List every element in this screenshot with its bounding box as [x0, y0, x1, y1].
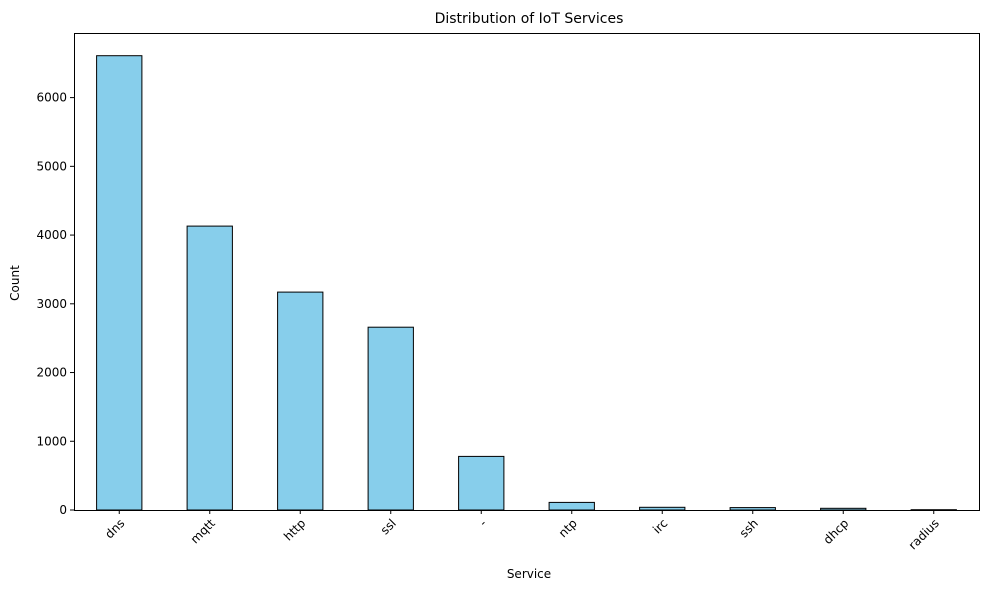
y-tick-label: 1000 [36, 434, 67, 448]
bar-http [278, 292, 323, 510]
bars-group [97, 56, 957, 510]
y-tick-label: 3000 [36, 297, 67, 311]
bar-ssl [368, 327, 413, 510]
x-axis-ticks: dns mqtt http ssl - ntp irc ssh dhcp radius [102, 510, 942, 552]
bar-irc [640, 507, 685, 510]
x-axis-label: Service [507, 567, 551, 581]
y-axis-ticks: 0 1000 2000 3000 4000 5000 6000 [36, 91, 74, 517]
x-tick-label: dhcp [821, 516, 852, 547]
y-tick-label: 2000 [36, 366, 67, 380]
x-tick-label: dns [102, 516, 127, 541]
x-tick-label: - [476, 516, 489, 529]
bar-dash [459, 456, 504, 510]
y-axis-label: Count [8, 265, 22, 301]
x-tick-label: irc [650, 516, 670, 536]
x-tick-label: mqtt [188, 516, 218, 546]
y-tick-label: 6000 [36, 91, 67, 105]
bar-ntp [549, 502, 594, 510]
x-tick-label: ssl [378, 516, 399, 537]
bar-dns [97, 56, 142, 510]
x-tick-label: radius [906, 516, 942, 552]
chart-title: Distribution of IoT Services [435, 11, 624, 27]
bar-mqtt [187, 226, 232, 510]
bar-dhcp [821, 508, 866, 510]
y-tick-label: 4000 [36, 228, 67, 242]
x-tick-label: ntp [556, 516, 580, 540]
x-tick-label: http [281, 516, 308, 543]
x-tick-label: ssh [737, 516, 761, 540]
bar-ssh [730, 508, 775, 510]
y-tick-label: 0 [59, 503, 67, 517]
y-tick-label: 5000 [36, 159, 67, 173]
